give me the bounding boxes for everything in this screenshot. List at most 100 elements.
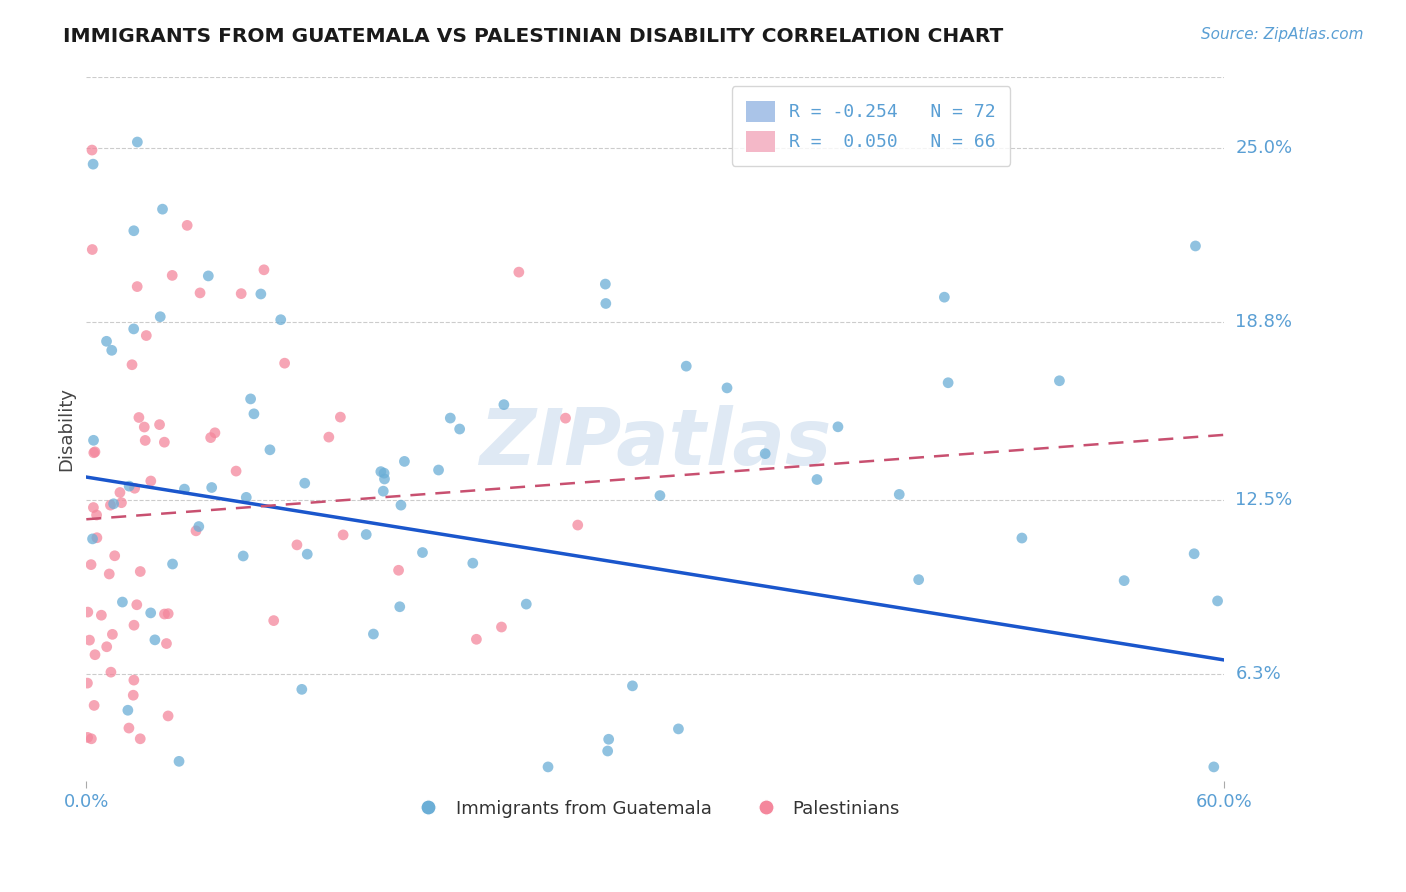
Point [285,538,308,552]
Point [103,497,125,511]
Point [250,287,273,301]
Point [231,286,253,301]
Point [294,476,316,491]
Point [83,446,105,460]
Point [148,417,170,432]
Point [567,518,589,533]
Point [153,607,176,621]
Point [117,703,139,717]
Point [122,224,145,238]
Point [122,322,145,336]
Point [754,447,776,461]
Point [127,135,149,149]
Point [118,479,141,493]
Point [108,485,131,500]
Point [96,640,118,654]
Point [197,268,219,283]
Point [128,410,150,425]
Point [200,431,222,445]
Point [461,556,484,570]
Point [1182,547,1205,561]
Point [76,731,98,745]
Point [537,760,560,774]
Point [1184,239,1206,253]
Point [936,376,959,390]
Point [82,500,104,515]
Point [492,398,515,412]
Point [184,524,207,538]
Point [160,268,183,283]
Point [157,709,180,723]
Point [554,411,576,425]
Point [90,608,112,623]
Point [648,489,671,503]
Point [104,549,127,563]
Point [100,665,122,680]
Point [134,434,156,448]
Point [83,434,105,448]
Point [80,558,103,572]
Point [411,545,433,559]
Point [82,157,104,171]
Point [84,445,107,459]
Text: IMMIGRANTS FROM GUATEMALA VS PALESTINIAN DISABILITY CORRELATION CHART: IMMIGRANTS FROM GUATEMALA VS PALESTINIAN… [63,27,1004,45]
Point [76,676,98,690]
Point [515,597,537,611]
Legend: Immigrants from Guatemala, Palestinians: Immigrants from Guatemala, Palestinians [404,792,907,825]
Point [86,508,108,522]
Point [134,420,156,434]
Point [188,285,211,300]
Point [297,547,319,561]
Point [439,411,461,425]
Point [232,549,254,563]
Point [139,606,162,620]
Point [465,632,488,647]
Point [595,277,617,291]
Point [253,262,276,277]
Point [668,722,690,736]
Point [427,463,450,477]
Point [129,565,152,579]
Point [143,632,166,647]
Point [111,595,134,609]
Point [122,688,145,702]
Point [596,744,619,758]
Text: Source: ZipAtlas.com: Source: ZipAtlas.com [1201,27,1364,42]
Point [225,464,247,478]
Text: 25.0%: 25.0% [1236,139,1292,157]
Point [86,531,108,545]
Point [387,563,409,577]
Point [98,566,121,581]
Point [243,407,266,421]
Point [291,682,314,697]
Point [598,732,620,747]
Point [76,605,98,619]
Point [806,473,828,487]
Point [370,465,392,479]
Point [259,442,281,457]
Text: 18.8%: 18.8% [1236,313,1292,331]
Point [173,482,195,496]
Point [152,202,174,216]
Point [110,496,132,510]
Point [263,614,285,628]
Point [100,498,122,512]
Point [101,627,124,641]
Point [79,633,101,648]
Point [595,296,617,310]
Y-axis label: Disability: Disability [58,387,75,471]
Point [354,527,377,541]
Point [508,265,530,279]
Text: 6.3%: 6.3% [1236,665,1281,683]
Point [716,381,738,395]
Point [80,731,103,746]
Point [388,599,411,614]
Point [84,648,107,662]
Point [491,620,513,634]
Point [157,607,180,621]
Point [270,312,292,326]
Point [155,636,177,650]
Point [201,481,224,495]
Point [82,532,104,546]
Point [273,356,295,370]
